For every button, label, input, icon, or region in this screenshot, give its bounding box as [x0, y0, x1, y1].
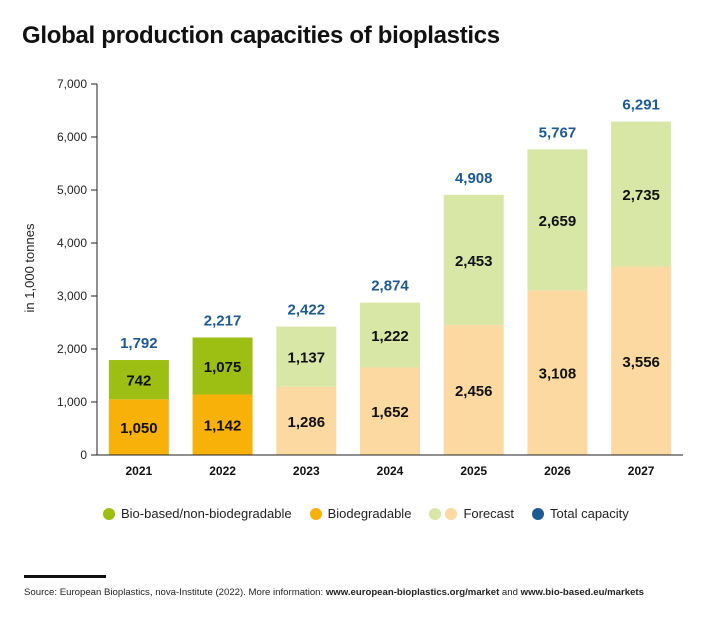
source-note: Source: European Bioplastics, nova-Insti…	[24, 587, 644, 598]
y-tick-label: 6,000	[57, 130, 87, 144]
bar-chart: 0 1,000 2,000 3,000 4,000 5,000 6,000 7,000 1,0…	[22, 77, 683, 478]
data-label-biodegradable: 3,556	[622, 354, 660, 371]
data-label-total: 4,908	[455, 170, 493, 187]
bar-biodegradable	[443, 324, 504, 455]
data-label-total: 6,291	[622, 97, 660, 114]
bar-bio-based	[611, 121, 672, 267]
bar-group-2021: 1,050 742 1,792	[108, 335, 169, 455]
x-tick-label: 2024	[377, 464, 404, 478]
bar-bio-based	[108, 360, 169, 400]
data-label-total: 2,874	[371, 278, 409, 295]
data-label-bio-based: 2,735	[622, 187, 660, 204]
bar-group-2026: 3,108 2,659 5,767	[527, 124, 588, 455]
y-axis-label: in 1,000 tonnes	[22, 223, 37, 312]
y-tick-label: 5,000	[57, 183, 87, 197]
y-tick-label: 4,000	[57, 236, 87, 250]
bar-biodegradable	[108, 399, 169, 455]
source-link-european-bioplastics[interactable]: www.european-bioplastics.org/market	[325, 587, 500, 598]
data-label-total: 5,767	[539, 124, 577, 141]
data-label-bio-based: 1,137	[288, 350, 326, 367]
data-label-total: 2,217	[204, 312, 242, 329]
legend-item: Forecast	[429, 506, 514, 521]
divider	[24, 575, 106, 578]
bar-bio-based	[527, 149, 588, 291]
data-label-biodegradable: 2,456	[455, 383, 493, 400]
source-and: and	[499, 587, 521, 598]
data-label-bio-based: 1,075	[204, 359, 242, 376]
legend-label: Total capacity	[550, 506, 629, 521]
x-tick-label: 2023	[293, 464, 320, 478]
x-tick-label: 2026	[544, 464, 571, 478]
bar-bio-based	[276, 326, 337, 387]
legend-item: Bio-based/non-biodegradable	[103, 506, 292, 521]
data-label-total: 2,422	[288, 302, 326, 319]
bar-biodegradable	[611, 266, 672, 455]
x-tick-label: 2025	[460, 464, 487, 478]
legend-label: Bio-based/non-biodegradable	[121, 506, 292, 521]
legend-swatch-icon	[429, 507, 442, 520]
source-link-bio-based[interactable]: www.bio-based.eu/markets	[520, 587, 644, 598]
bar-bio-based	[360, 302, 420, 368]
legend-item: Total capacity	[532, 506, 629, 521]
data-label-bio-based: 742	[126, 373, 151, 390]
x-tick-label: 2022	[209, 464, 236, 478]
bar-biodegradable	[276, 386, 337, 455]
data-label-biodegradable: 1,652	[371, 404, 409, 421]
bar-biodegradable	[192, 394, 253, 455]
bar-bio-based	[443, 194, 504, 325]
x-tick-label: 2021	[126, 464, 153, 478]
x-axis: 2021 2022 2023 2024 2025 2026 2027	[97, 454, 683, 478]
legend-swatch-icon	[103, 507, 115, 520]
bar-biodegradable	[527, 290, 588, 455]
y-tick-label: 0	[80, 448, 87, 462]
chart-title: Global production capacities of bioplast…	[22, 22, 500, 49]
data-label-biodegradable: 1,286	[288, 414, 326, 431]
legend: Bio-based/non-biodegradable Biodegradable…	[103, 506, 647, 521]
bar-biodegradable	[360, 367, 420, 455]
legend-swatch-icon	[309, 507, 322, 520]
data-label-biodegradable: 1,142	[204, 418, 242, 435]
bar-group-2024: 1,652 1,222 2,874	[360, 278, 420, 455]
legend-swatch-icon	[445, 507, 458, 520]
legend-label: Forecast	[463, 506, 515, 521]
y-tick-label: 7,000	[57, 77, 87, 91]
y-tick-label: 2,000	[57, 342, 87, 356]
bar-bio-based	[192, 337, 253, 395]
y-tick-label: 3,000	[57, 289, 87, 303]
x-tick-label: 2027	[628, 464, 655, 478]
bar-group-2023: 1,286 1,137 2,422	[276, 302, 337, 455]
bar-group-2027: 3,556 2,735 6,291	[611, 97, 672, 455]
bars: 1,050 742 1,792 1,142 1,075 2,217 1,286 1,137 2,…	[108, 97, 672, 455]
y-axis: 0 1,000 2,000 3,000 4,000 5,000 6,000 7,000	[57, 77, 98, 462]
data-label-biodegradable: 3,108	[539, 366, 577, 383]
data-label-bio-based: 2,453	[455, 253, 493, 270]
bar-group-2025: 2,456 2,453 4,908	[443, 170, 504, 455]
data-label-bio-based: 1,222	[371, 328, 409, 345]
y-tick-label: 1,000	[57, 395, 87, 409]
data-label-bio-based: 2,659	[539, 213, 577, 230]
data-label-total: 1,792	[120, 335, 158, 352]
data-label-biodegradable: 1,050	[120, 420, 158, 437]
legend-item: Biodegradable	[309, 506, 412, 521]
legend-label: Biodegradable	[327, 506, 412, 521]
source-text: Source: European Bioplastics, nova-Insti…	[24, 587, 326, 598]
legend-swatch-icon	[532, 507, 545, 520]
bar-group-2022: 1,142 1,075 2,217	[192, 312, 253, 455]
